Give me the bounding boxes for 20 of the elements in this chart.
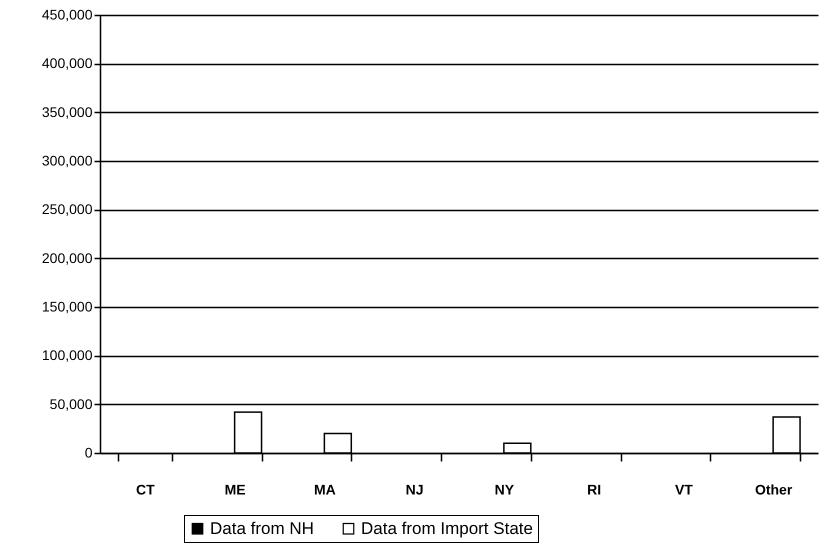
y-tick-label: 100,000	[42, 347, 93, 364]
x-tick-label: MA	[314, 482, 336, 498]
x-tick-label: CT	[136, 482, 156, 498]
y-tick-label: 400,000	[42, 55, 93, 72]
x-tick-label: NJ	[406, 482, 424, 498]
y-tick-label: 50,000	[50, 396, 93, 412]
y-tick-label: 300,000	[42, 152, 93, 168]
y-tick-label: 200,000	[42, 250, 93, 266]
y-tick-label: 150,000	[42, 298, 93, 314]
x-tick-label: NY	[494, 482, 515, 498]
x-tick-label: ME	[224, 482, 246, 498]
legend-label: Data from NH	[210, 518, 314, 538]
y-tick-label: 250,000	[42, 201, 93, 218]
x-tick-label: Other	[754, 482, 793, 498]
y-tick-label: 350,000	[42, 104, 93, 120]
legend-label: Data from Import State	[361, 518, 533, 538]
y-tick-label: 0	[84, 444, 93, 460]
x-tick-label: RI	[587, 482, 602, 498]
x-tick-label: VT	[674, 482, 694, 498]
y-tick-label: 450,000	[42, 6, 93, 22]
